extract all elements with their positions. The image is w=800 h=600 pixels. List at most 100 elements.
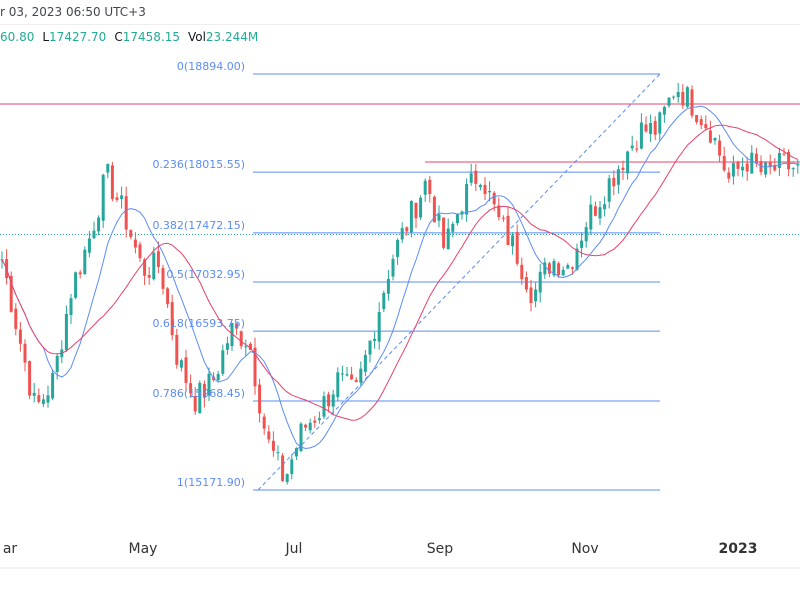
fib-level-label: 0.786(15968.45) bbox=[152, 387, 245, 400]
chart-datetime: r 03, 2023 06:50 UTC+3 bbox=[0, 5, 146, 19]
candle-up bbox=[331, 394, 335, 407]
candle-up bbox=[451, 223, 455, 232]
candle-up bbox=[391, 258, 395, 277]
candle-down bbox=[653, 121, 657, 135]
candle-down bbox=[253, 347, 257, 387]
candle-down bbox=[492, 192, 496, 205]
candle-down bbox=[782, 153, 786, 155]
candle-up bbox=[561, 269, 565, 276]
candle-up bbox=[221, 350, 225, 374]
candle-down bbox=[138, 244, 142, 259]
vol-label: Vol bbox=[187, 30, 206, 44]
candle-down bbox=[166, 288, 170, 305]
candle-down bbox=[110, 165, 114, 199]
candle-up bbox=[603, 204, 607, 210]
candle-up bbox=[649, 123, 653, 134]
candle-down bbox=[193, 396, 197, 412]
candle-up bbox=[566, 265, 570, 269]
candle-down bbox=[313, 420, 317, 423]
candle-down bbox=[593, 206, 597, 216]
candle-up bbox=[639, 122, 643, 149]
candle-up bbox=[419, 197, 423, 218]
candle-up bbox=[423, 180, 427, 195]
candle-up bbox=[386, 278, 390, 294]
low-value: 17427.70 bbox=[49, 30, 107, 44]
candle-up bbox=[791, 168, 795, 170]
candle-up bbox=[83, 249, 87, 275]
candle-down bbox=[644, 124, 648, 132]
moving-average-fast bbox=[1, 105, 798, 450]
candle-up bbox=[676, 92, 680, 98]
candle-up bbox=[363, 354, 367, 372]
candle-up bbox=[32, 392, 36, 396]
candle-up bbox=[455, 214, 459, 224]
candle-down bbox=[133, 239, 137, 248]
candle-up bbox=[64, 313, 68, 351]
candle-up bbox=[511, 235, 515, 247]
candle-down bbox=[768, 161, 772, 167]
candle-up bbox=[299, 423, 303, 451]
candle-down bbox=[28, 361, 32, 396]
candle-down bbox=[161, 268, 165, 289]
candle-up bbox=[69, 298, 73, 315]
candle-up bbox=[345, 374, 349, 376]
candle-down bbox=[722, 156, 726, 171]
candle-up bbox=[55, 355, 59, 373]
candle-up bbox=[713, 138, 717, 141]
candle-up bbox=[534, 289, 538, 302]
candle-down bbox=[184, 357, 188, 383]
candle-up bbox=[244, 346, 248, 348]
candle-down bbox=[143, 259, 147, 276]
candle-up bbox=[294, 448, 298, 457]
close-value: 17458.15 bbox=[122, 30, 180, 44]
candle-down bbox=[248, 343, 252, 350]
candle-down bbox=[529, 287, 533, 303]
candle-down bbox=[695, 114, 699, 123]
candle-up bbox=[446, 228, 450, 250]
candle-down bbox=[547, 263, 551, 274]
candle-up bbox=[373, 338, 377, 342]
fib-level-label: 0(18894.00) bbox=[177, 60, 245, 73]
candle-down bbox=[524, 277, 528, 290]
low-label: L bbox=[42, 30, 50, 44]
close-label: C bbox=[114, 30, 123, 44]
candle-up bbox=[469, 173, 473, 183]
candle-down bbox=[124, 196, 128, 230]
candle-up bbox=[46, 395, 50, 403]
x-axis-tick-label: Sep bbox=[427, 541, 454, 557]
candle-up bbox=[465, 184, 469, 215]
candle-down bbox=[497, 205, 501, 218]
candle-down bbox=[18, 329, 22, 344]
candle-up bbox=[777, 153, 781, 168]
candle-down bbox=[235, 323, 239, 329]
candle-up bbox=[290, 459, 294, 475]
vol-value: 23.244M bbox=[205, 30, 259, 44]
x-axis-tick-label: Nov bbox=[571, 541, 598, 557]
candle-down bbox=[787, 151, 791, 170]
candle-up bbox=[92, 230, 96, 239]
candle-down bbox=[474, 170, 478, 184]
candle-down bbox=[271, 440, 275, 451]
candle-up bbox=[74, 272, 78, 298]
candle-up bbox=[552, 260, 556, 276]
candle-up bbox=[106, 163, 110, 173]
candle-down bbox=[262, 416, 266, 429]
x-axis-tick-label: 2023 bbox=[719, 541, 758, 557]
candle-up bbox=[120, 195, 124, 200]
candle-up bbox=[672, 96, 676, 98]
candle-up bbox=[101, 174, 105, 221]
header-divider bbox=[0, 24, 800, 25]
candle-up bbox=[207, 373, 211, 396]
candle-up bbox=[662, 106, 666, 115]
candle-up bbox=[607, 178, 611, 202]
candle-up bbox=[359, 368, 363, 383]
candle-down bbox=[690, 89, 694, 116]
x-axis-tick-label: ar bbox=[3, 541, 18, 557]
candle-up bbox=[437, 214, 441, 221]
candle-up bbox=[685, 87, 689, 107]
candle-up bbox=[152, 252, 156, 280]
candle-down bbox=[773, 165, 777, 171]
candle-up bbox=[750, 152, 754, 174]
candle-down bbox=[612, 177, 616, 187]
